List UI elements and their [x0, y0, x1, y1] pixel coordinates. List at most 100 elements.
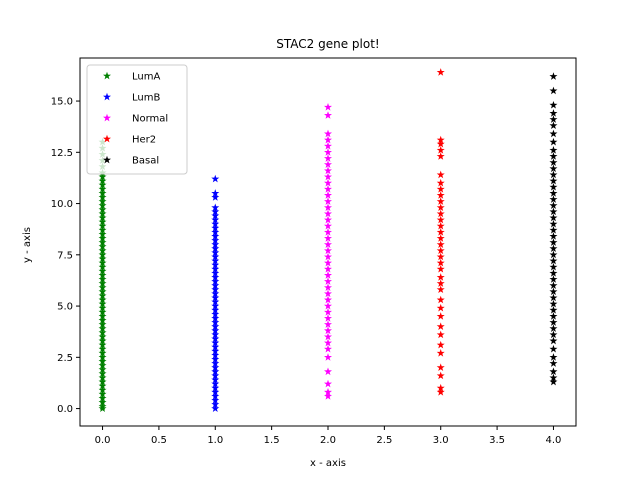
series-luma	[98, 137, 107, 412]
data-point	[98, 373, 107, 382]
data-point	[211, 322, 220, 330]
data-point	[98, 234, 107, 242]
data-point	[324, 379, 332, 388]
data-point	[436, 303, 445, 312]
data-point	[549, 189, 558, 197]
data-point	[211, 219, 220, 228]
data-point	[549, 269, 558, 277]
data-point	[549, 373, 558, 382]
data-point	[436, 185, 445, 193]
data-point	[436, 279, 445, 287]
data-point	[98, 365, 107, 374]
data-point	[549, 158, 558, 166]
data-point	[211, 371, 220, 380]
data-point	[211, 215, 220, 224]
data-point	[98, 295, 107, 304]
data-point	[98, 385, 107, 394]
data-point	[549, 367, 558, 376]
chart-title: STAC2 gene plot!	[276, 37, 379, 51]
data-point	[98, 332, 107, 341]
data-point	[549, 182, 558, 191]
y-tick-label: 12.5	[51, 148, 73, 159]
data-point	[98, 353, 107, 361]
data-point	[98, 369, 107, 378]
data-point	[211, 269, 220, 277]
data-point	[211, 232, 220, 240]
data-point	[98, 303, 107, 312]
data-point	[436, 371, 445, 380]
data-point	[211, 256, 220, 265]
data-point	[324, 221, 332, 230]
series-basal	[549, 72, 558, 386]
data-point	[211, 338, 220, 347]
data-point	[98, 246, 107, 255]
x-tick-label: 1.0	[207, 435, 223, 446]
data-point	[324, 178, 332, 187]
data-point	[324, 246, 332, 255]
data-point	[211, 203, 220, 212]
data-point	[436, 197, 445, 205]
data-point	[549, 109, 558, 117]
data-point	[98, 291, 107, 300]
data-point	[324, 353, 332, 361]
data-point	[211, 174, 220, 183]
data-point	[211, 189, 220, 197]
data-point	[98, 324, 107, 333]
data-point	[211, 273, 220, 281]
data-point	[98, 283, 107, 292]
data-point	[98, 213, 107, 222]
data-point	[436, 215, 445, 224]
data-point	[549, 115, 558, 123]
data-point	[324, 103, 332, 111]
data-point	[549, 238, 558, 246]
data-point	[211, 248, 220, 257]
y-tick-label: 15.0	[51, 97, 73, 108]
data-point	[98, 172, 107, 181]
data-point	[98, 349, 107, 357]
data-point	[98, 180, 107, 189]
data-point	[436, 258, 445, 267]
data-point	[324, 289, 332, 298]
data-point	[211, 240, 220, 248]
y-tick-label: 2.5	[57, 353, 73, 364]
data-point	[211, 211, 220, 220]
data-point	[324, 129, 332, 138]
data-point	[324, 320, 332, 328]
legend-marker	[103, 92, 111, 101]
data-point	[549, 250, 558, 259]
data-point	[211, 289, 220, 298]
legend: LumA LumB Normal Her2 Basal	[86, 64, 188, 175]
data-point	[549, 164, 558, 173]
data-point	[324, 215, 332, 224]
data-point	[98, 308, 107, 316]
data-point	[549, 256, 558, 265]
data-point	[436, 330, 445, 339]
legend-label: LumB	[132, 93, 160, 104]
data-point	[324, 326, 332, 335]
data-point	[549, 86, 558, 95]
data-point	[436, 228, 445, 236]
x-tick-label: 3.0	[433, 435, 449, 446]
data-point	[211, 379, 220, 388]
data-point	[324, 252, 332, 261]
data-point	[98, 340, 107, 349]
data-point	[324, 154, 332, 162]
x-tick-label: 1.5	[264, 435, 280, 446]
data-point	[436, 285, 445, 294]
data-point	[436, 203, 445, 212]
data-point	[211, 252, 220, 261]
data-point	[549, 232, 558, 240]
data-point	[211, 400, 220, 408]
data-point	[211, 285, 220, 294]
data-point	[549, 226, 558, 234]
data-point	[98, 221, 107, 230]
data-point	[211, 236, 220, 244]
data-point	[324, 111, 332, 119]
data-point	[211, 375, 220, 384]
data-point	[211, 314, 220, 322]
data-point	[549, 377, 558, 386]
data-point	[549, 137, 558, 146]
plot-frame	[79, 57, 577, 427]
data-point	[211, 228, 220, 236]
data-point	[98, 267, 107, 275]
